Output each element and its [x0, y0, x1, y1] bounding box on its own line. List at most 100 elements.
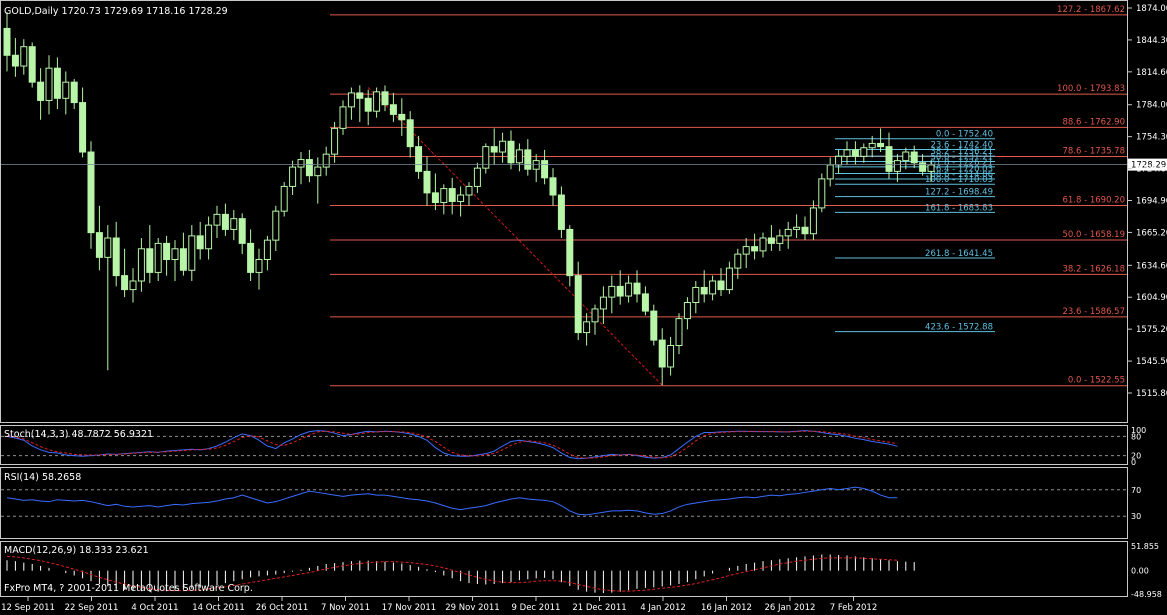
stoch-axis-label: 80 — [1131, 432, 1141, 441]
rsi-axis-label: 30 — [1131, 512, 1141, 521]
candle-body — [641, 293, 649, 312]
time-tick-label: 21 Dec 2011 — [572, 603, 626, 613]
candle-body — [566, 228, 574, 277]
candle-body — [868, 142, 876, 149]
candle-body — [482, 146, 490, 169]
candle-body — [751, 246, 759, 252]
candle-body — [809, 207, 817, 235]
candle-body — [507, 140, 515, 164]
candle-body — [692, 286, 700, 304]
candle-body — [717, 280, 725, 291]
candle-body — [583, 321, 591, 334]
candle-body — [457, 194, 465, 202]
candle-body — [599, 296, 607, 310]
candle-body — [247, 242, 255, 273]
price-tick-label: 1545.50 — [1136, 357, 1167, 367]
time-tick-label: 16 Jan 2012 — [701, 603, 752, 613]
candle-body — [37, 81, 45, 101]
candle-body — [801, 226, 809, 235]
candle-body — [725, 267, 733, 291]
fib-level-label: 38.2 - 1626.18 — [1062, 264, 1125, 274]
price-panel-frame — [0, 0, 1128, 423]
stoch-header: Stoch(14,3,3) 48.7872 56.9321 — [4, 429, 153, 440]
time-tick-label: 26 Jan 2012 — [765, 603, 816, 613]
fib-ext-label: 88.6 - 1714.86 — [930, 170, 993, 180]
candle-body — [196, 235, 204, 250]
time-axis: 12 Sep 2011 22 Sep 2011 4 Oct 2011 14 Oct 2… — [1, 597, 877, 613]
price-tick-label: 1515.80 — [1136, 389, 1167, 399]
candle-body — [112, 237, 120, 277]
fib-level-label: 88.6 - 1762.90 — [1062, 117, 1125, 127]
candle-body — [137, 248, 145, 282]
fib-level-label: 100.0 - 1793.83 — [1057, 84, 1125, 94]
macd-panel-frame — [0, 541, 1128, 597]
candle-body — [549, 177, 557, 196]
candle-body — [188, 235, 196, 271]
macd-header: MACD(12,26,9) 18.333 23.621 — [4, 545, 149, 556]
price-axis: 1874.00 1844.30 1814.60 1784.00 1754.30 1724.… — [1128, 4, 1167, 399]
candle-body — [633, 282, 641, 295]
rsi-indicator: 70 30 — [1, 486, 1141, 521]
macd-indicator: 51.855 0.00 -48.958 — [6, 542, 1162, 599]
candle-body — [524, 149, 532, 170]
fib-ext-label: 23.6 - 1742.40 — [930, 140, 993, 150]
fib-ext-label: 100.0 - 1710.03 — [925, 175, 993, 185]
candle-body — [347, 92, 355, 108]
candle-body — [121, 275, 129, 291]
candle-body — [62, 81, 70, 99]
chart-header: GOLD,Daily 1720.73 1729.69 1718.16 1728.… — [4, 6, 228, 17]
time-tick-label: 9 Dec 2011 — [512, 603, 561, 613]
candle-body — [675, 318, 683, 346]
current-price-group: 1728.29 — [1, 158, 1167, 171]
time-tick-label: 22 Sep 2011 — [65, 603, 119, 613]
candle-body — [431, 192, 439, 204]
candle-body — [843, 149, 851, 157]
candle-body — [893, 160, 901, 172]
candle-body — [129, 280, 137, 291]
candle-body — [667, 344, 675, 368]
price-tick-label: 1844.30 — [1136, 36, 1167, 46]
time-tick-label: 7 Feb 2012 — [830, 603, 878, 613]
fib-level-label: 0.0 - 1522.55 — [1068, 376, 1125, 386]
candle-body — [851, 149, 859, 157]
candle-body — [776, 235, 784, 244]
candle-body — [314, 166, 322, 177]
candle-body — [95, 232, 103, 258]
platform-caption: FxPro MT4, ? 2001-2011 MetaQuotes Softwa… — [4, 583, 253, 594]
fib-ext-label: 61.8 - 1726.21 — [930, 158, 993, 168]
candle-body — [364, 97, 372, 112]
candle-body — [146, 248, 154, 273]
candle-body — [322, 153, 330, 168]
candle-body — [759, 237, 767, 252]
candle-body — [541, 160, 549, 179]
candle-body — [616, 285, 624, 297]
candle-body — [448, 188, 456, 202]
candle-body — [440, 188, 448, 204]
candle-body — [910, 151, 918, 164]
candle-body — [87, 151, 95, 234]
current-price-label: 1728.29 — [1131, 161, 1166, 171]
candle-body — [238, 218, 246, 244]
macd-signal-line — [6, 555, 898, 592]
candle-body — [818, 178, 826, 209]
candle-body — [608, 285, 616, 298]
candle-body — [499, 140, 507, 153]
time-tick-label: 4 Oct 2011 — [131, 603, 178, 613]
price-tick-label: 1874.00 — [1136, 4, 1167, 14]
candle-body — [784, 228, 792, 237]
stoch-signal-line — [6, 430, 898, 459]
candle-body — [700, 286, 708, 295]
candle-body — [650, 310, 658, 341]
time-tick-label: 7 Nov 2011 — [321, 603, 370, 613]
candle-body — [3, 27, 11, 56]
candle-body — [465, 185, 473, 196]
candle-body — [826, 164, 834, 180]
candle-body — [263, 239, 271, 261]
fib-ext-label: 38.2 - 1736.21 — [930, 147, 993, 157]
candle-body — [171, 248, 179, 261]
price-tick-label: 1724.60 — [1136, 165, 1167, 175]
candle-body — [658, 339, 666, 368]
candle-body — [877, 142, 885, 148]
